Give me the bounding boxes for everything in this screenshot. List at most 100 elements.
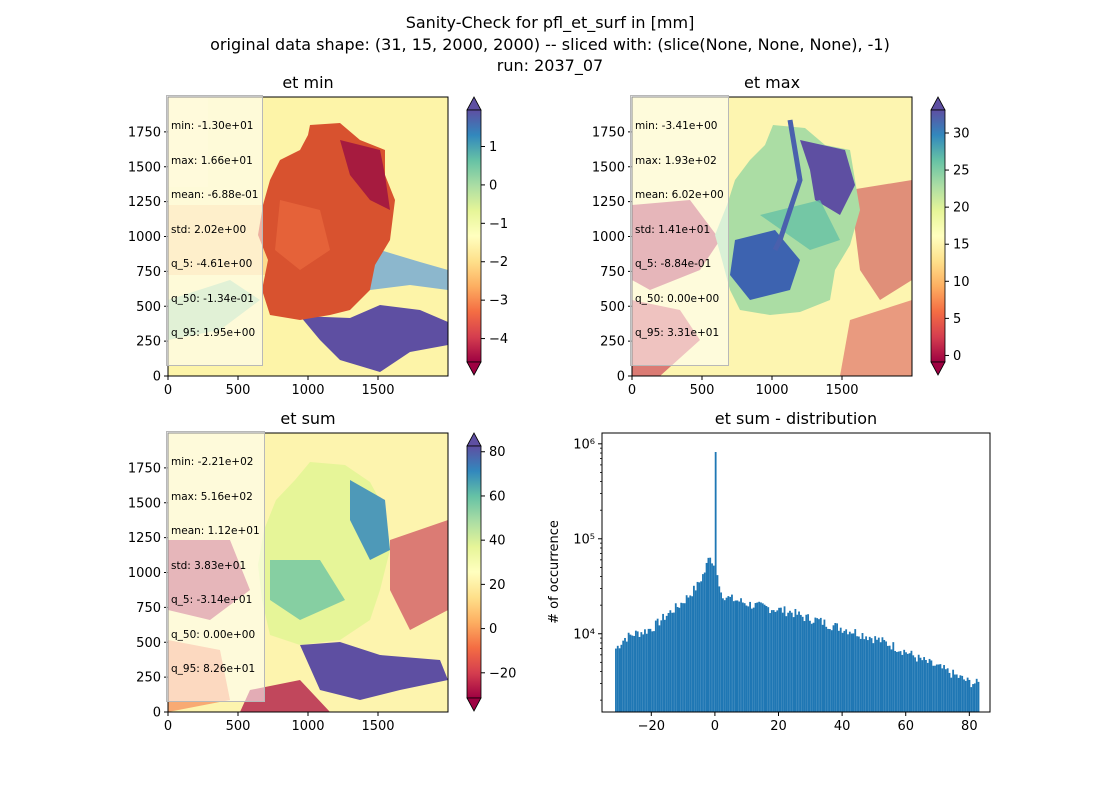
histogram-bar [836,623,839,712]
stat-line: max: 1.66e+01 [171,154,253,167]
histogram-bar [682,603,684,712]
histogram-bar [879,642,882,712]
histogram-bar [627,632,630,712]
colorbar-tick-label: 0 [489,622,497,637]
colorbar-tick-label: 0 [953,349,961,364]
histogram-bar [740,598,742,712]
histogram-bar [798,611,800,712]
y-tick-label: 0 [153,370,161,385]
et-sum-colorbar: 80 60 40 20 0 −20 [466,432,516,712]
stat-line: q_95: 1.95e+00 [171,327,256,339]
histogram-bar [832,625,835,712]
histogram-bar [892,642,895,712]
y-tick-label: 500 [600,300,625,315]
histogram-bar [749,601,751,712]
colorbar-tick-label: 20 [489,578,506,593]
x-tick-label: 1000 [291,719,324,734]
histogram-bar [640,632,643,712]
histogram-bar [803,621,806,712]
histogram-bar [972,684,974,712]
histogram-bar [872,643,875,712]
histogram-bar [821,624,824,712]
histogram-bar [794,608,797,712]
histogram-bar [673,612,675,712]
histogram-bar [883,639,886,712]
stat-line: min: -2.21e+02 [171,456,254,468]
histogram-bar [651,631,654,712]
histogram-bar [785,616,788,712]
histogram-bar [876,639,878,712]
histogram-bar [758,601,761,712]
stat-line: mean: 6.02e+00 [635,189,724,201]
histogram-bar [859,638,862,712]
y-tick-label: 10⁶ [573,437,595,452]
y-tick-label: 750 [600,265,625,280]
stat-line: q_5: -4.61e+00 [171,258,253,270]
histogram-bar [818,619,820,712]
histogram-bar [973,683,976,712]
histogram-bar [703,572,706,712]
histogram-bar [698,582,701,712]
histogram-bar [683,603,686,712]
histogram-bar [923,657,926,712]
colorbar-tick-label: −2 [489,255,508,270]
histogram-bar [674,603,677,712]
y-tick-label: 250 [136,671,161,686]
histogram-bar [671,612,674,712]
figure-title-line-1: Sanity-Check for pfl_et_surf in [mm] [405,13,695,32]
histogram-bar [783,606,786,712]
histogram-bar [975,678,978,712]
histogram-bar [905,652,907,712]
histogram-bar [845,629,848,712]
histogram-bar [723,600,726,712]
histogram-bar [801,616,804,712]
histogram-bar [644,629,646,712]
histogram-bar [926,662,929,712]
histogram-bar [721,598,724,712]
et-min-stats-box: min: -1.30e+01 max: 1.66e+01 mean: -6.88… [166,95,264,366]
histogram-bar [847,634,849,712]
histogram-bar [743,603,746,712]
histogram-bar [649,628,652,712]
histogram-bar [854,629,857,712]
colorbar-tick-label: 10 [953,275,970,290]
histogram-bar [633,635,635,712]
y-tick-label: 1500 [128,496,161,511]
histogram-bar [774,611,777,712]
histogram-bar [629,634,632,712]
x-tick-label: 0 [711,719,719,734]
histogram-bar [769,613,771,712]
stat-line: q_95: 8.26e+01 [171,663,256,675]
x-tick-label: 500 [226,383,251,398]
histogram-bar [691,596,693,712]
histogram-bar [941,668,944,712]
y-tick-label: 250 [136,335,161,350]
histogram-bar [662,613,664,712]
stat-line: q_50: -1.34e-01 [171,292,254,305]
histogram-bar [810,623,813,712]
et-min-colorbar: 1 0 −1 −2 −3 −4 [466,96,508,376]
histogram-bar [886,645,889,712]
et-min-y-axis: 0 250 500 750 1000 1250 1500 1750 [128,125,168,385]
histogram-bar [756,602,759,712]
histogram-bars [615,452,980,712]
histogram-bar [663,619,666,712]
x-tick-label: 20 [770,719,787,734]
histogram-bar [745,605,748,712]
y-tick-label: 1250 [592,195,625,210]
y-tick-label: 1750 [128,461,161,476]
stat-line: q_5: -8.84e-01 [635,258,712,270]
x-tick-label: 80 [961,719,978,734]
histogram-bar [959,675,962,712]
histogram-bar [734,600,737,712]
histogram-bar [828,629,831,712]
histogram-bar [687,597,690,712]
histogram-bar [665,615,668,712]
panel-et-max-title: et max [744,73,800,92]
et-max-colorbar-extend-max [930,96,946,111]
histogram-bar [890,649,893,712]
histogram-bar [950,677,953,712]
histogram-bar [910,650,913,712]
colorbar-tick-label: −20 [489,666,516,681]
histogram-bar [937,664,940,712]
